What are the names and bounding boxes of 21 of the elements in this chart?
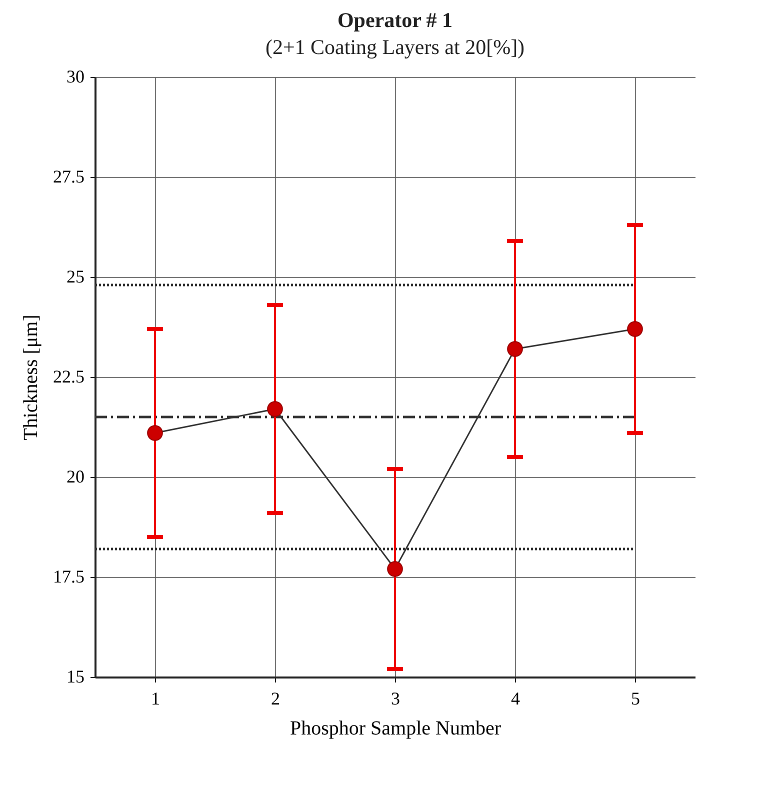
chart-title: Operator # 1 — [337, 8, 453, 32]
point — [387, 561, 403, 577]
y-tick-label: 20 — [66, 466, 84, 486]
x-tick-label: 4 — [511, 688, 520, 708]
x-tick-label: 3 — [391, 688, 400, 708]
y-tick-label: 15 — [66, 666, 84, 686]
y-tick-label: 22.5 — [53, 366, 84, 386]
y-tick-label: 30 — [66, 66, 84, 86]
x-tick-label: 1 — [151, 688, 160, 708]
point — [147, 425, 163, 441]
x-tick-label: 5 — [631, 688, 640, 708]
chart-subtitle: (2+1 Coating Layers at 20[%]) — [265, 35, 525, 59]
y-tick-label: 27.5 — [53, 166, 84, 186]
x-axis-title: Phosphor Sample Number — [290, 718, 502, 740]
y-tick-label: 25 — [66, 266, 84, 286]
point — [627, 321, 643, 337]
y-axis-title: Thickness [μm] — [20, 314, 42, 440]
x-tick-label: 2 — [271, 688, 280, 708]
point — [267, 401, 283, 417]
point — [507, 341, 523, 357]
y-tick-label: 17.5 — [53, 566, 84, 586]
